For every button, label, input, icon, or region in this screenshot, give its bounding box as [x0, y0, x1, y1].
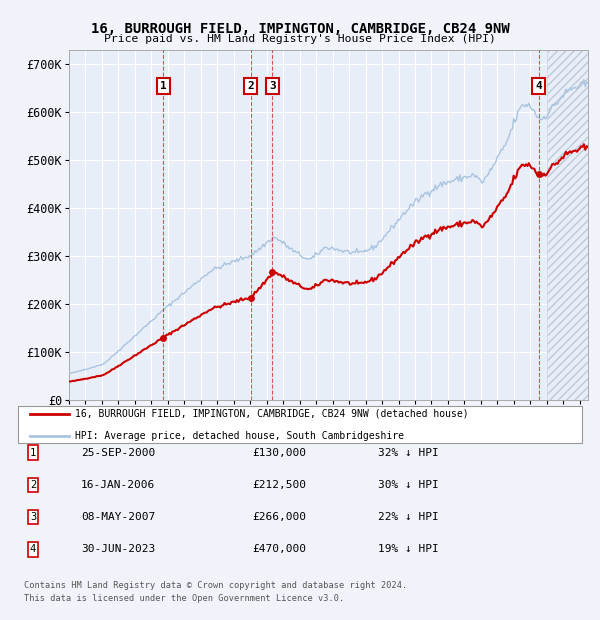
Text: 16, BURROUGH FIELD, IMPINGTON, CAMBRIDGE, CB24 9NW: 16, BURROUGH FIELD, IMPINGTON, CAMBRIDGE… [91, 22, 509, 36]
Text: 19% ↓ HPI: 19% ↓ HPI [378, 544, 439, 554]
Text: £130,000: £130,000 [252, 448, 306, 458]
Text: 16, BURROUGH FIELD, IMPINGTON, CAMBRIDGE, CB24 9NW (detached house): 16, BURROUGH FIELD, IMPINGTON, CAMBRIDGE… [75, 409, 469, 419]
Text: £212,500: £212,500 [252, 480, 306, 490]
Text: 4: 4 [30, 544, 36, 554]
Text: 2: 2 [248, 81, 254, 91]
Text: 2: 2 [30, 480, 36, 490]
Text: Price paid vs. HM Land Registry's House Price Index (HPI): Price paid vs. HM Land Registry's House … [104, 34, 496, 44]
Text: 30% ↓ HPI: 30% ↓ HPI [378, 480, 439, 490]
Text: 25-SEP-2000: 25-SEP-2000 [81, 448, 155, 458]
Text: 3: 3 [269, 81, 276, 91]
Text: 16-JAN-2006: 16-JAN-2006 [81, 480, 155, 490]
Text: 4: 4 [535, 81, 542, 91]
Text: 32% ↓ HPI: 32% ↓ HPI [378, 448, 439, 458]
Text: Contains HM Land Registry data © Crown copyright and database right 2024.: Contains HM Land Registry data © Crown c… [24, 581, 407, 590]
Text: 30-JUN-2023: 30-JUN-2023 [81, 544, 155, 554]
Text: 1: 1 [30, 448, 36, 458]
Text: £470,000: £470,000 [252, 544, 306, 554]
Text: 1: 1 [160, 81, 167, 91]
Text: 22% ↓ HPI: 22% ↓ HPI [378, 512, 439, 522]
Text: 3: 3 [30, 512, 36, 522]
Text: This data is licensed under the Open Government Licence v3.0.: This data is licensed under the Open Gov… [24, 593, 344, 603]
Text: 08-MAY-2007: 08-MAY-2007 [81, 512, 155, 522]
Text: £266,000: £266,000 [252, 512, 306, 522]
Text: HPI: Average price, detached house, South Cambridgeshire: HPI: Average price, detached house, Sout… [75, 431, 404, 441]
